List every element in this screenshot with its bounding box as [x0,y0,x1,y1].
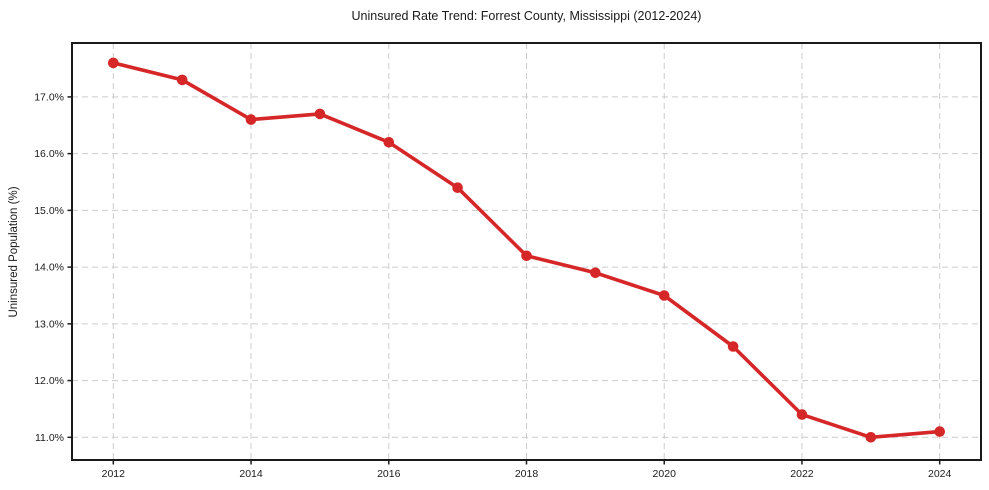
x-tick-label-2024: 2024 [928,468,952,480]
data-point-2022 [796,409,808,420]
data-point-2017 [452,182,463,193]
x-tick-label-2016: 2016 [377,468,401,480]
x-tick-label-2018: 2018 [515,468,539,480]
data-point-2013 [176,74,188,86]
data-point-2020 [658,290,670,301]
data-point-2019 [590,267,601,279]
data-point-2018 [521,250,532,262]
x-tick-label-2020: 2020 [653,468,677,480]
y-tick-label-11: 11.0% [35,432,64,444]
y-tick-label-15: 15.0% [34,205,64,217]
x-tick-label-2014: 2014 [239,468,263,480]
y-tick-label-12: 12.0% [34,375,64,387]
x-tick-label-2012: 2012 [102,468,126,480]
trend-line-0 [111,61,942,440]
y-tick-label-13: 13.0% [34,318,64,330]
x-tick-label-2022: 2022 [790,468,814,480]
data-point-2014 [245,114,257,125]
y-tick-label-16: 16.0% [34,148,64,160]
data-point-2015 [314,108,326,120]
y-tick-label-17: 17.0% [34,91,64,103]
data-point-2016 [383,137,395,148]
data-point-2021 [727,341,739,352]
y-tick-label-14: 14.0% [34,262,64,274]
chart-title: Uninsured Rate Trend: Forrest County, Mi… [351,9,702,23]
data-point-2012 [108,57,119,69]
data-point-2023 [865,432,877,443]
data-point-2024 [934,426,945,437]
